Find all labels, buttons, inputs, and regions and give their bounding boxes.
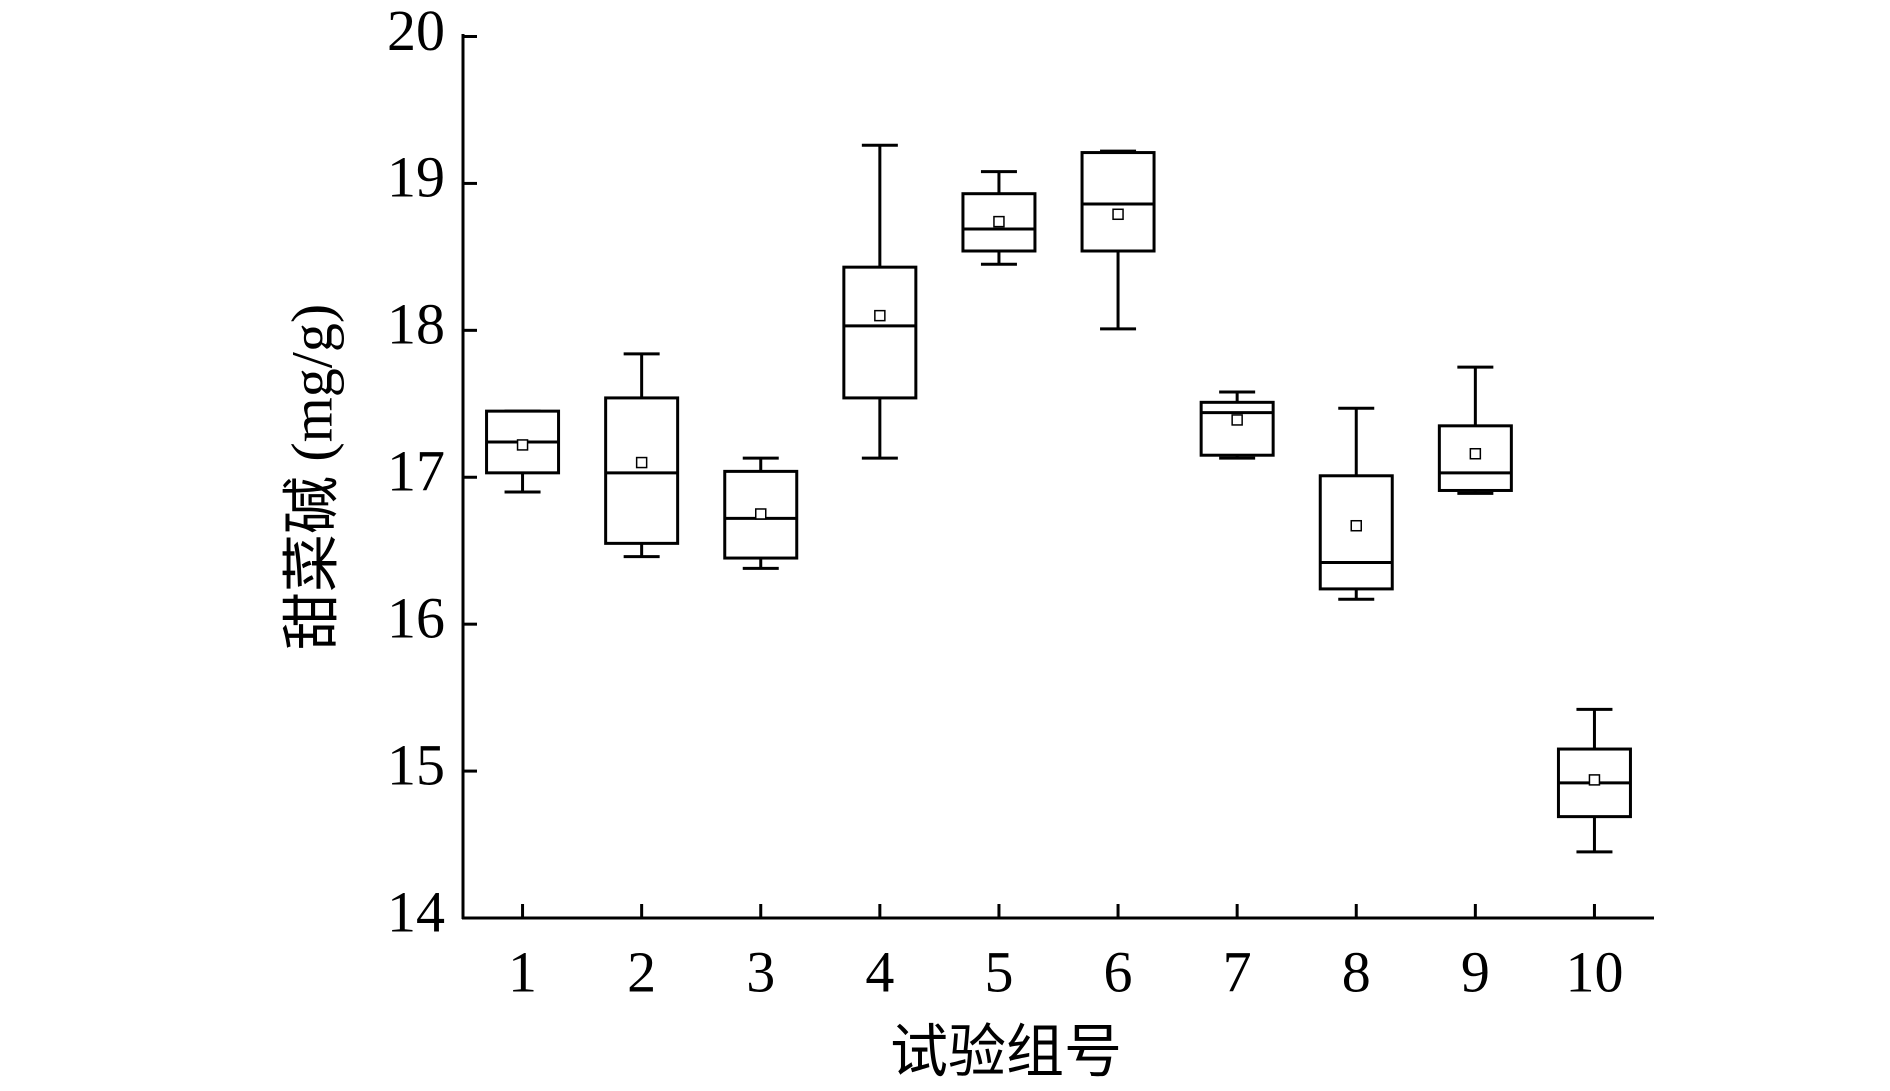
box bbox=[604, 396, 680, 545]
mean-marker bbox=[516, 439, 529, 451]
x-tick-label: 6 bbox=[1104, 939, 1133, 1004]
y-tick-label: 20 bbox=[387, 0, 445, 63]
mean-marker bbox=[1350, 519, 1362, 532]
box bbox=[1199, 400, 1275, 457]
y-tick-label: 14 bbox=[387, 879, 445, 944]
x-tick-label: 2 bbox=[627, 939, 656, 1004]
x-tick-label: 10 bbox=[1565, 939, 1623, 1004]
x-axis-label: 试验组号 bbox=[890, 1019, 1122, 1084]
x-tick-label: 8 bbox=[1342, 939, 1371, 1004]
x-tick-label: 7 bbox=[1223, 939, 1252, 1004]
mean-marker bbox=[1469, 447, 1482, 460]
mean-marker bbox=[755, 508, 767, 520]
y-tick-label: 17 bbox=[387, 439, 445, 504]
y-tick-label: 19 bbox=[387, 145, 445, 210]
x-tick-label: 5 bbox=[984, 939, 1013, 1004]
box bbox=[842, 265, 918, 400]
y-axis-label: 甜菜碱 (mg/g) bbox=[279, 304, 344, 650]
box bbox=[1318, 474, 1394, 591]
y-tick-label: 18 bbox=[387, 292, 445, 357]
y-tick-label: 16 bbox=[387, 585, 445, 650]
x-tick-label: 9 bbox=[1461, 939, 1490, 1004]
x-tick-label: 1 bbox=[508, 939, 537, 1004]
mean-marker bbox=[993, 215, 1005, 228]
mean-marker bbox=[1588, 774, 1601, 786]
mean-marker bbox=[635, 456, 648, 469]
box bbox=[1080, 151, 1156, 253]
mean-marker bbox=[874, 309, 886, 322]
mean-marker bbox=[1231, 414, 1243, 426]
mean-marker bbox=[1112, 208, 1124, 221]
y-tick-label: 15 bbox=[387, 732, 445, 797]
x-tick-label: 4 bbox=[865, 939, 894, 1004]
x-tick-label: 3 bbox=[746, 939, 775, 1004]
